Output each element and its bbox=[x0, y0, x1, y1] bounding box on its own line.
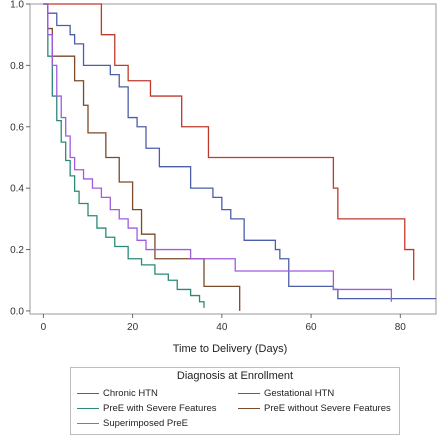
legend-item-pree-with-severe-features: PreE with Severe Features bbox=[77, 401, 232, 415]
y-tick-label: 0.8 bbox=[10, 61, 24, 72]
y-tick-label: 0.4 bbox=[10, 184, 24, 195]
series-line-superimposed-pree bbox=[43, 3, 393, 302]
x-tick-label: 60 bbox=[306, 322, 318, 333]
legend-swatch bbox=[77, 422, 99, 424]
legend-label: Chronic HTN bbox=[103, 387, 158, 399]
y-tick-label: 1.0 bbox=[10, 0, 24, 11]
x-tick-label: 80 bbox=[395, 322, 407, 333]
axes: 0.0 0.2 0.4 0.6 0.8 1.0 0 20 40 60 80 bbox=[10, 0, 437, 333]
y-tick-label: 0.0 bbox=[10, 306, 24, 317]
legend-label: Gestational HTN bbox=[264, 387, 335, 399]
legend-swatch bbox=[238, 392, 260, 394]
legend-label: PreE without Severe Features bbox=[264, 402, 391, 414]
legend-label: PreE with Severe Features bbox=[103, 402, 217, 414]
series-line-chronic-htn bbox=[43, 3, 436, 300]
x-tick-label: 20 bbox=[127, 322, 139, 333]
y-tick-label: 0.6 bbox=[10, 122, 24, 133]
legend-item-gestational-htn: Gestational HTN bbox=[238, 386, 393, 400]
x-tick-label: 0 bbox=[41, 322, 47, 333]
series-layer bbox=[43, 3, 436, 311]
y-tick-label: 0.2 bbox=[10, 245, 24, 256]
legend-item-superimposed-pree: Superimposed PreE bbox=[77, 416, 232, 430]
chart-plot: 0.0 0.2 0.4 0.6 0.8 1.0 0 20 40 60 80 Time to Deli… bbox=[10, 0, 437, 355]
legend: Diagnosis at Enrollment Chronic HTN Gesta… bbox=[70, 367, 400, 435]
x-tick-label: 40 bbox=[216, 322, 228, 333]
series-line-pree-with-severe-features bbox=[43, 3, 205, 308]
legend-swatch bbox=[77, 407, 99, 409]
legend-swatch bbox=[77, 392, 99, 394]
series-line-pree-without-severe-features bbox=[43, 3, 241, 311]
legend-label: Superimposed PreE bbox=[103, 417, 189, 429]
legend-swatch bbox=[238, 407, 260, 409]
legend-item-pree-without-severe-features: PreE without Severe Features bbox=[238, 401, 393, 415]
legend-item-chronic-htn: Chronic HTN bbox=[77, 386, 232, 400]
plot-frame bbox=[29, 3, 437, 315]
legend-title: Diagnosis at Enrollment bbox=[176, 370, 294, 382]
series-line-gestational-htn bbox=[43, 3, 415, 281]
legend-items: Chronic HTN Gestational HTN PreE with Seve… bbox=[71, 384, 399, 430]
x-axis-title: Time to Delivery (Days) bbox=[173, 343, 288, 355]
